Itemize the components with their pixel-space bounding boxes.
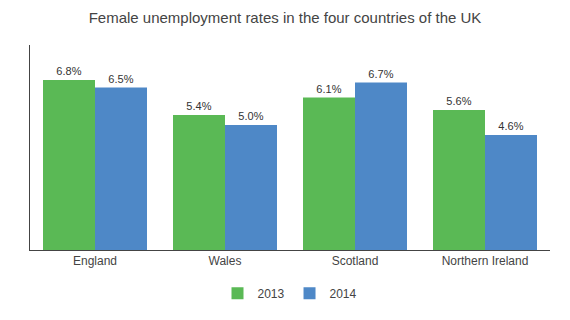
svg-text:Female unemployment rates in t: Female unemployment rates in the four co… bbox=[89, 9, 482, 26]
svg-text:6.7%: 6.7% bbox=[368, 68, 393, 80]
svg-text:Northern Ireland: Northern Ireland bbox=[442, 254, 529, 268]
svg-text:England: England bbox=[73, 254, 117, 268]
svg-text:5.4%: 5.4% bbox=[186, 100, 211, 112]
svg-text:2014: 2014 bbox=[330, 287, 357, 301]
svg-text:Scotland: Scotland bbox=[332, 254, 379, 268]
svg-text:5.6%: 5.6% bbox=[446, 95, 471, 107]
svg-text:2013: 2013 bbox=[258, 287, 285, 301]
svg-text:Wales: Wales bbox=[209, 254, 242, 268]
svg-text:5.0%: 5.0% bbox=[238, 110, 263, 122]
svg-text:6.8%: 6.8% bbox=[56, 65, 81, 77]
svg-text:6.5%: 6.5% bbox=[108, 73, 133, 85]
svg-text:6.1%: 6.1% bbox=[316, 83, 341, 95]
svg-text:4.6%: 4.6% bbox=[498, 120, 523, 132]
